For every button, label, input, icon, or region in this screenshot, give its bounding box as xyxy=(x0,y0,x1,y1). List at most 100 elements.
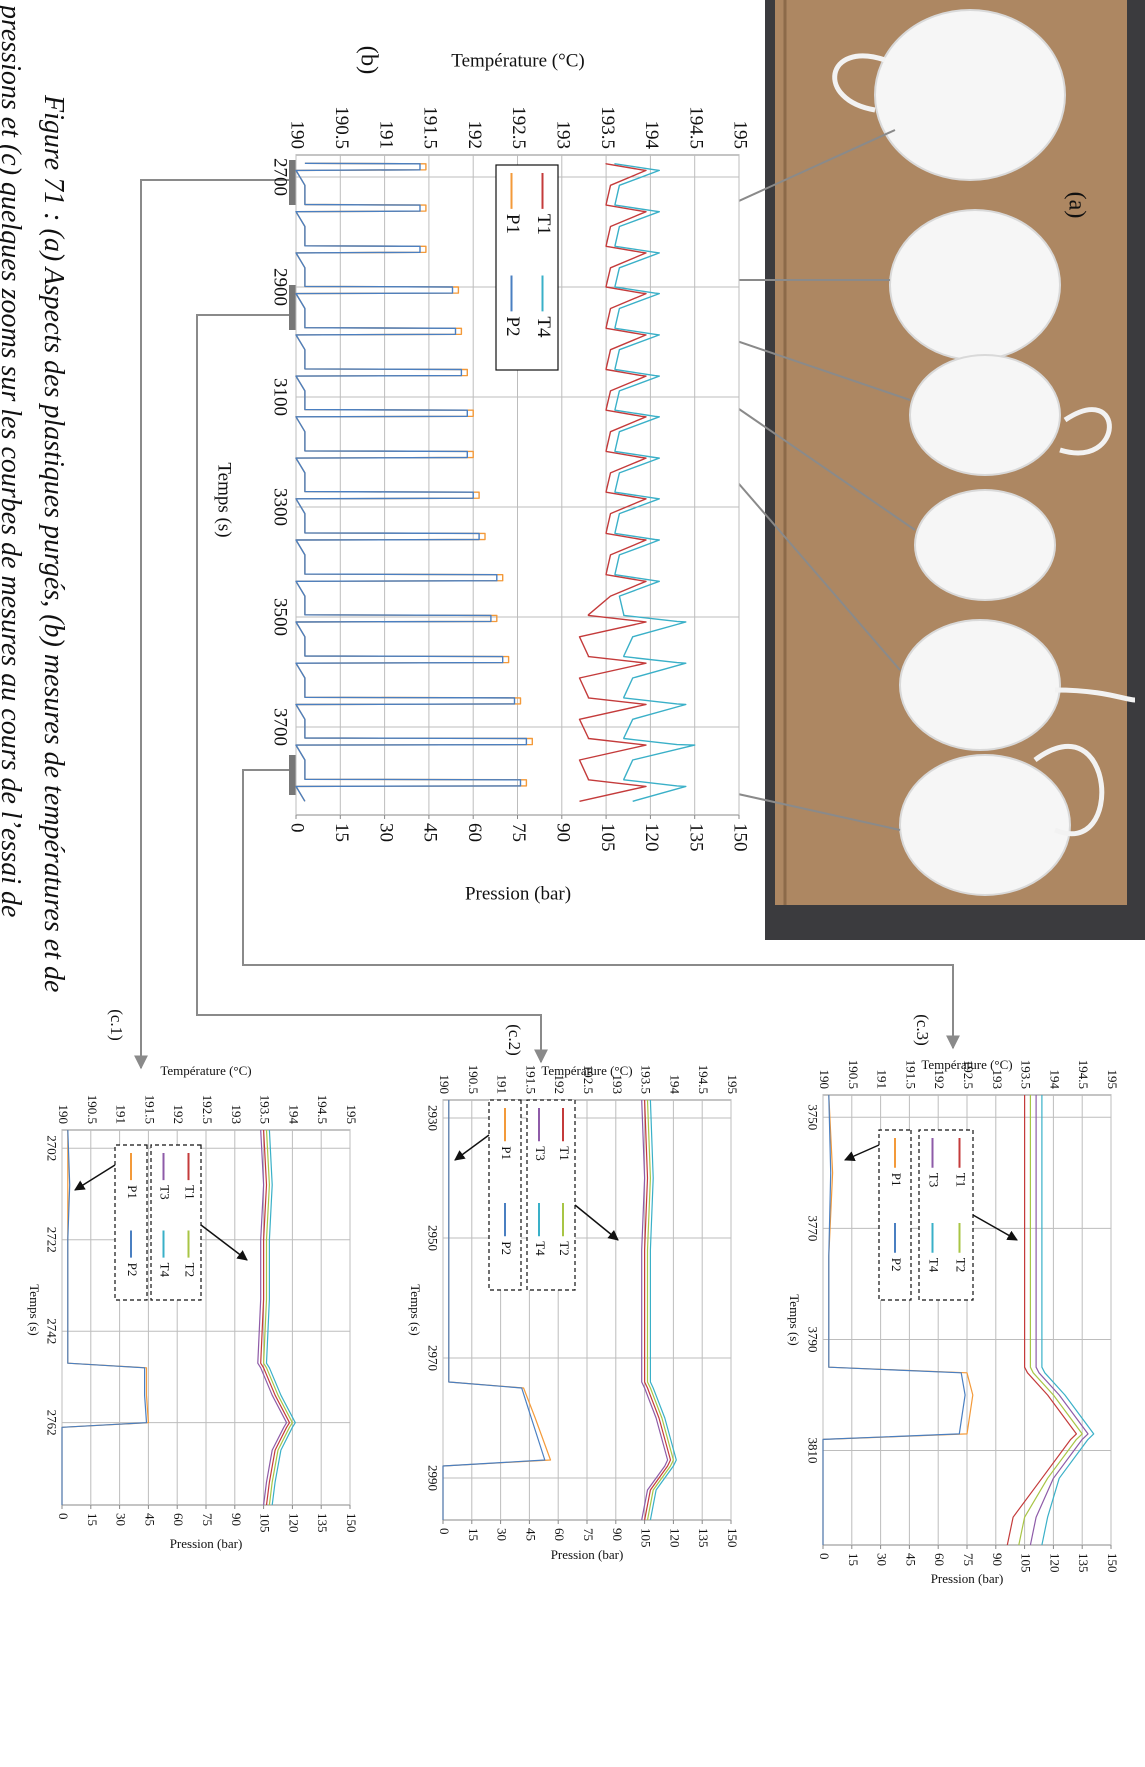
legend-arrow xyxy=(574,1204,619,1241)
legend-label: T3 xyxy=(927,1173,942,1187)
x-tick-label: 2702 xyxy=(44,1135,59,1161)
y-axis-title: Température (°C) xyxy=(921,1057,1012,1072)
y2-tick-label: 75 xyxy=(200,1513,215,1526)
y2-tick-label: 0 xyxy=(56,1513,71,1520)
y-tick-label: 194.5 xyxy=(685,106,706,149)
series-line xyxy=(578,163,647,802)
x-tick-label: 3100 xyxy=(270,378,291,416)
y-tick-label: 192 xyxy=(932,1070,947,1090)
x-tick-label: 3300 xyxy=(270,488,291,526)
legend-label: T4 xyxy=(158,1263,173,1278)
legend-label: T4 xyxy=(533,1241,548,1256)
y-tick-label: 191 xyxy=(114,1105,129,1125)
strand xyxy=(832,53,886,113)
y2-tick-label: 105 xyxy=(597,823,618,852)
y2-tick-label: 135 xyxy=(696,1528,711,1548)
y-tick-label: 194.5 xyxy=(1076,1060,1091,1089)
y2-tick-label: 60 xyxy=(932,1553,947,1566)
x-tick-label: 2742 xyxy=(44,1318,59,1344)
y-tick-label: 193 xyxy=(990,1070,1005,1090)
y-tick-label: 190 xyxy=(817,1070,832,1090)
legend-arrow xyxy=(200,1224,248,1261)
y-tick-label: 192 xyxy=(171,1105,186,1125)
y-tick-label: 190.5 xyxy=(85,1095,100,1124)
x-tick-label: 3750 xyxy=(805,1104,820,1130)
y-tick-label: 193 xyxy=(552,121,573,150)
chart-title: (b) xyxy=(355,46,382,75)
chart: 190 190.5 191 191.5 192 192.5 193 193.5 194 194.5… xyxy=(214,46,751,905)
plastic-blob xyxy=(899,754,1071,896)
legend-label: T2 xyxy=(954,1258,969,1272)
y2-tick-label: 15 xyxy=(846,1553,861,1566)
y-tick-label: 195 xyxy=(344,1105,359,1125)
y-tick-label: 192.5 xyxy=(200,1095,215,1124)
y2-tick-label: 60 xyxy=(464,823,485,842)
y2-tick-label: 150 xyxy=(1105,1553,1120,1573)
y-tick-label: 192.5 xyxy=(508,106,529,149)
y-tick-label: 192 xyxy=(464,121,485,150)
x-tick-label: 2970 xyxy=(425,1345,440,1371)
x-axis-title: Temps (s) xyxy=(214,462,235,537)
strand xyxy=(1054,687,1136,703)
y2-tick-label: 135 xyxy=(685,823,706,852)
series-line xyxy=(295,162,528,802)
legend-box xyxy=(114,1144,148,1301)
series-line xyxy=(1041,1095,1095,1546)
y-axis-title: Température (°C) xyxy=(451,50,584,71)
chart: 190 190.5 191 191.5 192 192.5 193 193.5 194 194.5… xyxy=(787,1014,1120,1586)
y-axis-title: Température (°C) xyxy=(541,1063,632,1078)
y2-tick-label: 135 xyxy=(1076,1553,1091,1573)
y2-tick-label: 150 xyxy=(344,1513,359,1533)
y-tick-label: 191 xyxy=(495,1075,510,1095)
y-tick-label: 194 xyxy=(641,121,662,150)
series-line xyxy=(641,1099,669,1521)
x-axis-title: Temps (s) xyxy=(408,1284,423,1335)
y2-axis-title: Pression (bar) xyxy=(170,1536,243,1551)
y-tick-label: 195 xyxy=(730,121,751,150)
series-line xyxy=(265,1129,296,1506)
legend-label: P1 xyxy=(889,1173,904,1187)
series-line xyxy=(646,1099,674,1521)
series-line xyxy=(1018,1095,1083,1546)
y2-tick-label: 45 xyxy=(142,1513,157,1526)
caption-line: Figure 71 : (a) Aspects des plastiques p… xyxy=(38,94,69,992)
series-line xyxy=(260,1129,291,1506)
legend-box xyxy=(150,1144,202,1301)
y2-tick-label: 45 xyxy=(523,1528,538,1541)
y-tick-label: 191 xyxy=(375,121,396,150)
y-tick-label: 194.5 xyxy=(696,1065,711,1094)
x-tick-label: 3700 xyxy=(270,708,291,746)
y2-axis-title: Pression (bar) xyxy=(465,883,571,904)
photo-label: (a) xyxy=(1063,192,1089,219)
x-axis-title: Temps (s) xyxy=(787,1294,802,1345)
y2-tick-label: 15 xyxy=(85,1513,100,1526)
legend-label: T4 xyxy=(927,1258,942,1273)
x-tick-label: 3790 xyxy=(805,1326,820,1352)
y-tick-label: 191.5 xyxy=(420,106,441,149)
y-tick-label: 191 xyxy=(875,1070,890,1090)
connector xyxy=(196,314,548,1064)
y2-tick-label: 120 xyxy=(286,1513,301,1533)
y-tick-label: 190.5 xyxy=(466,1065,481,1094)
y-tick-label: 190 xyxy=(287,121,308,150)
legend-arrow xyxy=(972,1214,1018,1241)
x-tick-label: 2762 xyxy=(44,1410,59,1436)
y-tick-label: 192.5 xyxy=(581,1065,596,1094)
y2-tick-label: 30 xyxy=(875,1553,890,1566)
legend-box xyxy=(495,164,559,371)
y2-tick-label: 45 xyxy=(903,1553,918,1566)
legend-box xyxy=(918,1129,974,1301)
x-tick-label: 3500 xyxy=(270,598,291,636)
legend-box xyxy=(488,1099,522,1291)
legend-label: P2 xyxy=(889,1258,904,1272)
chart: 190 190.5 191 191.5 192 192.5 193 193.5 194 194.5… xyxy=(27,1009,359,1551)
y2-tick-label: 0 xyxy=(287,823,308,833)
y2-tick-label: 120 xyxy=(1047,1553,1062,1573)
x-tick-label: 2930 xyxy=(425,1105,440,1131)
y2-tick-label: 60 xyxy=(552,1528,567,1541)
y-tick-label: 194 xyxy=(667,1075,682,1095)
x-tick-label: 3810 xyxy=(805,1438,820,1464)
y2-tick-label: 135 xyxy=(315,1513,330,1533)
arrow xyxy=(718,785,901,831)
series-line xyxy=(442,1100,546,1520)
